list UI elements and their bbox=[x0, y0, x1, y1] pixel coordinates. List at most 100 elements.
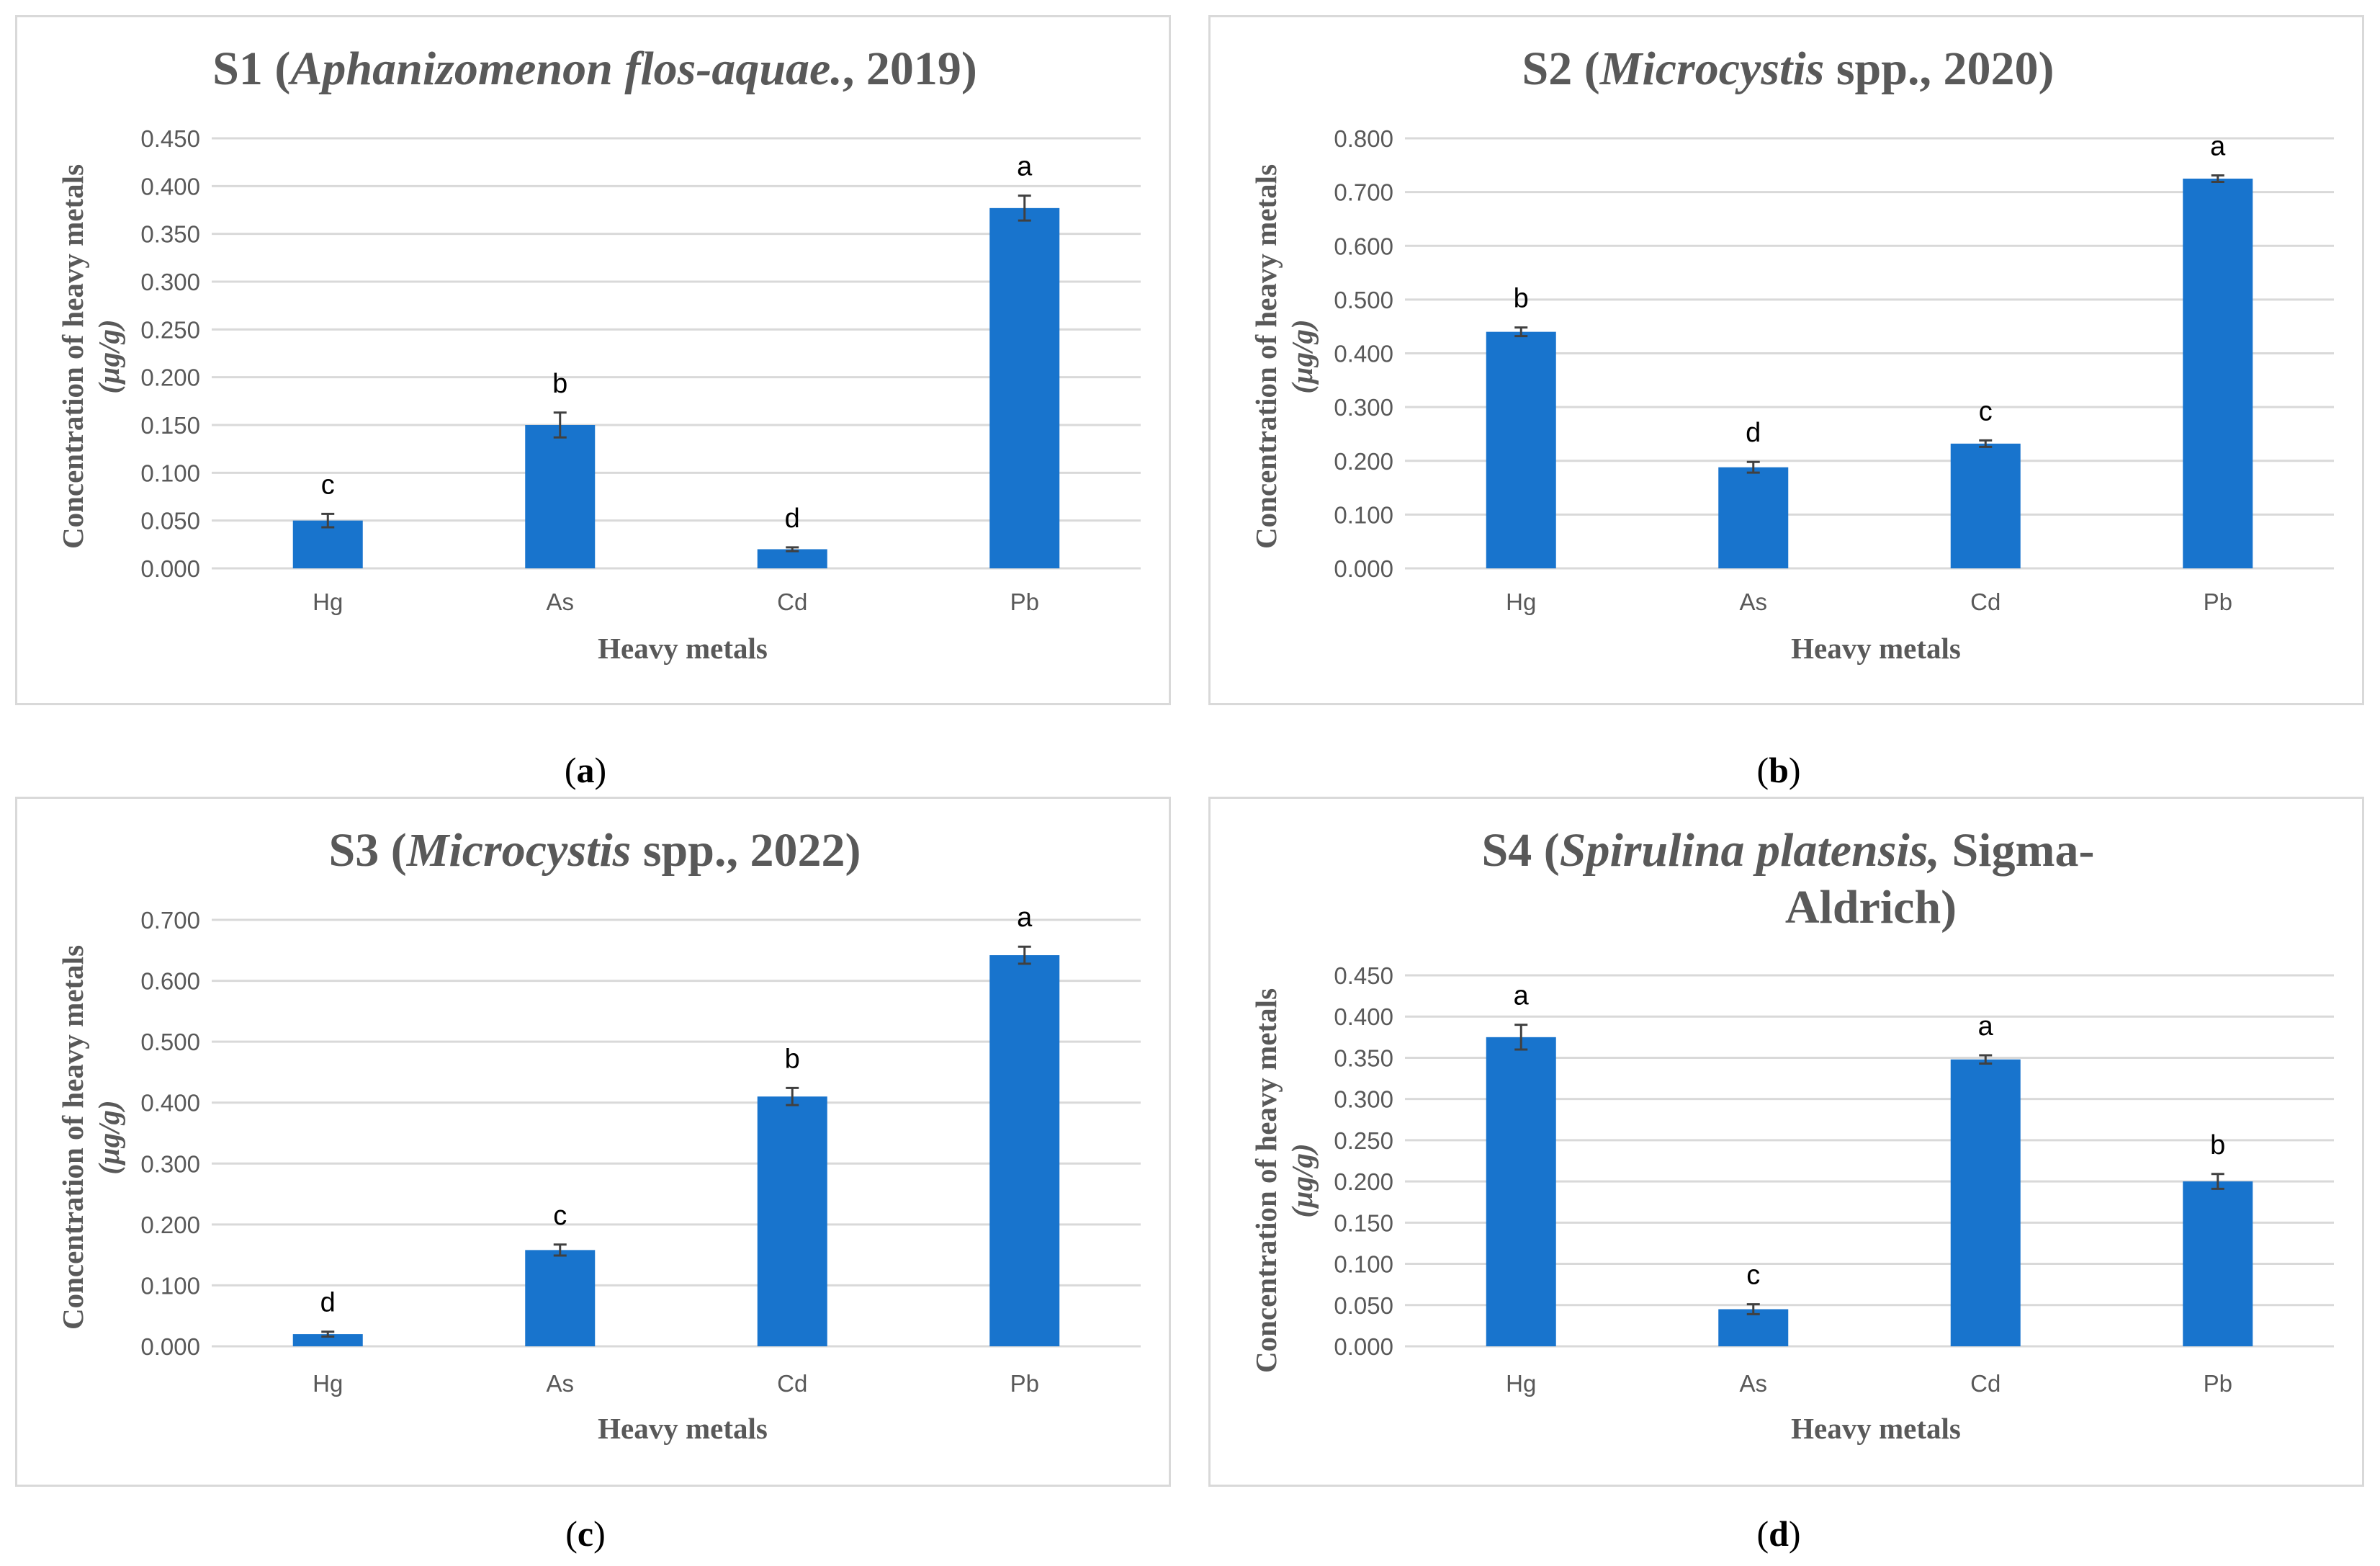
y-tick-label: 0.400 bbox=[140, 1090, 200, 1117]
x-tick-label: Pb bbox=[2204, 1370, 2232, 1397]
bar-as bbox=[525, 1250, 596, 1346]
y-tick-label: 0.700 bbox=[1334, 179, 1393, 206]
y-tick-label: 0.250 bbox=[140, 316, 200, 343]
y-tick-label: 0.400 bbox=[1334, 1003, 1393, 1030]
bar-pb bbox=[2183, 1181, 2253, 1346]
chart-panel-s4: S4 (Spirulina platensis, Sigma- Aldrich)… bbox=[1208, 797, 2364, 1487]
bar-pb bbox=[989, 207, 1060, 568]
y-tick-label: 0.200 bbox=[140, 1212, 200, 1238]
y-tick-label: 0.500 bbox=[140, 1029, 200, 1055]
y-axis-unit: (µg/g) bbox=[92, 1100, 125, 1174]
y-tick-label: 0.300 bbox=[1334, 394, 1393, 421]
chart-title: S3 (Microcystis spp., 2022) bbox=[329, 824, 861, 877]
y-tick-label: 0.800 bbox=[1334, 125, 1393, 152]
x-tick-label: Pb bbox=[2204, 589, 2232, 615]
significance-letter: a bbox=[1017, 152, 1033, 182]
y-axis-title: Concentration of heavy metals bbox=[56, 164, 89, 549]
caption-d: (d) bbox=[1756, 1513, 1801, 1554]
y-tick-label: 0.000 bbox=[140, 555, 200, 582]
y-axis-title: Concentration of heavy metals bbox=[1249, 988, 1283, 1373]
plot-area: 0.000 0.100 0.200 0.300 0.400 0.500 0.600 0.700… bbox=[1334, 125, 2334, 615]
y-tick-label: 0.100 bbox=[140, 460, 200, 486]
y-axis-unit: (µg/g) bbox=[92, 319, 125, 393]
bar-cd bbox=[757, 1096, 827, 1346]
plot-area: 0.000 0.050 0.100 0.150 0.200 0.250 0.300 0.350… bbox=[1334, 962, 2334, 1397]
y-axis-title: Concentration of heavy metals bbox=[1249, 164, 1283, 549]
y-axis-unit: (µg/g) bbox=[1285, 1143, 1319, 1217]
chart-panel-s3: S3 (Microcystis spp., 2022) 0.000 0.100 0.… bbox=[15, 797, 1171, 1487]
significance-letter: b bbox=[1514, 284, 1529, 314]
significance-letter: c bbox=[553, 1201, 567, 1231]
bar-hg bbox=[292, 520, 363, 568]
x-axis-title: Heavy metals bbox=[1791, 1412, 1961, 1445]
x-axis-title: Heavy metals bbox=[598, 632, 768, 665]
y-tick-label: 0.300 bbox=[140, 269, 200, 295]
y-tick-label: 0.100 bbox=[1334, 1251, 1393, 1278]
significance-letter: b bbox=[552, 369, 567, 399]
bar-hg bbox=[292, 1334, 363, 1346]
significance-letter: b bbox=[785, 1044, 800, 1074]
y-tick-label: 0.200 bbox=[1334, 448, 1393, 475]
x-tick-label: As bbox=[546, 589, 574, 615]
y-tick-label: 0.450 bbox=[1334, 962, 1393, 989]
significance-letter: a bbox=[1514, 981, 1530, 1011]
x-tick-label: Pb bbox=[1010, 589, 1039, 615]
bar-as bbox=[1718, 1309, 1789, 1346]
significance-letter: a bbox=[2210, 131, 2226, 161]
y-tick-label: 0.000 bbox=[1334, 1333, 1393, 1360]
x-tick-label: Cd bbox=[777, 589, 807, 615]
y-tick-label: 0.000 bbox=[140, 1333, 200, 1360]
y-tick-label: 0.350 bbox=[140, 221, 200, 248]
x-tick-label: Hg bbox=[1506, 589, 1536, 615]
chart-s2: S2 (Microcystis spp., 2020) 0.0000.1000.… bbox=[1249, 42, 2334, 665]
y-axis-unit: (µg/g) bbox=[1285, 319, 1319, 393]
y-tick-label: 0.400 bbox=[140, 173, 200, 200]
significance-letter: a bbox=[1978, 1011, 1994, 1042]
significance-letter: d bbox=[320, 1288, 336, 1318]
plot-area: 0.000 0.100 0.200 0.300 0.400 0.500 0.600 0.700… bbox=[140, 903, 1141, 1397]
x-tick-label: As bbox=[1739, 589, 1767, 615]
y-tick-label: 0.250 bbox=[1334, 1127, 1393, 1154]
y-tick-label: 0.150 bbox=[140, 412, 200, 439]
chart-s4: S4 (Spirulina platensis, Sigma- Aldrich)… bbox=[1249, 824, 2334, 1445]
y-tick-label: 0.050 bbox=[140, 508, 200, 534]
bar-pb bbox=[989, 955, 1060, 1346]
y-tick-label: 0.400 bbox=[1334, 341, 1393, 367]
significance-letter: c bbox=[1746, 1261, 1760, 1291]
chart-title-line2: Aldrich) bbox=[1785, 881, 1957, 934]
y-tick-label: 0.050 bbox=[1334, 1292, 1393, 1319]
y-tick-label: 0.000 bbox=[1334, 555, 1393, 582]
bar-cd bbox=[1950, 1059, 2021, 1346]
y-tick-label: 0.100 bbox=[140, 1272, 200, 1299]
x-tick-label: Pb bbox=[1010, 1370, 1039, 1397]
significance-letter: a bbox=[1017, 903, 1033, 933]
y-tick-label: 0.450 bbox=[140, 125, 200, 152]
x-tick-label: Hg bbox=[313, 589, 343, 615]
y-tick-label: 0.150 bbox=[1334, 1209, 1393, 1236]
y-tick-label: 0.600 bbox=[1334, 233, 1393, 259]
bar-pb bbox=[2183, 178, 2253, 568]
chart-s1: S1 (Aphanizomenon flos-aquae., 2019) 0.0… bbox=[56, 42, 1141, 665]
chart-panel-s1: S1 (Aphanizomenon flos-aquae., 2019) 0.0… bbox=[15, 15, 1171, 705]
caption-a: (a) bbox=[564, 750, 607, 790]
bar-hg bbox=[1486, 331, 1556, 568]
x-axis-title: Heavy metals bbox=[598, 1412, 768, 1445]
x-tick-label: Cd bbox=[777, 1370, 807, 1397]
y-axis-title: Concentration of heavy metals bbox=[56, 945, 89, 1330]
x-tick-label: Hg bbox=[1506, 1370, 1536, 1397]
x-axis-title: Heavy metals bbox=[1791, 632, 1961, 665]
y-tick-label: 0.300 bbox=[140, 1150, 200, 1177]
y-tick-label: 0.700 bbox=[140, 907, 200, 934]
x-tick-label: As bbox=[1739, 1370, 1767, 1397]
plot-area: 0.000 0.050 0.100 0.150 0.200 0.250 0.300 0.350… bbox=[140, 125, 1141, 615]
bar-hg bbox=[1486, 1037, 1556, 1346]
significance-letter: d bbox=[1746, 418, 1761, 448]
bar-as bbox=[1718, 467, 1789, 568]
y-tick-label: 0.300 bbox=[1334, 1086, 1393, 1113]
chart-s3: S3 (Microcystis spp., 2022) 0.000 0.100 0.… bbox=[56, 824, 1141, 1445]
chart-panel-s2: S2 (Microcystis spp., 2020) 0.000 0.100 0.… bbox=[1208, 15, 2364, 705]
chart-title: S1 (Aphanizomenon flos-aquae., 2019) bbox=[212, 42, 977, 95]
y-tick-label: 0.100 bbox=[1334, 501, 1393, 528]
significance-letter: c bbox=[321, 470, 335, 500]
y-tick-label: 0.200 bbox=[1334, 1168, 1393, 1195]
